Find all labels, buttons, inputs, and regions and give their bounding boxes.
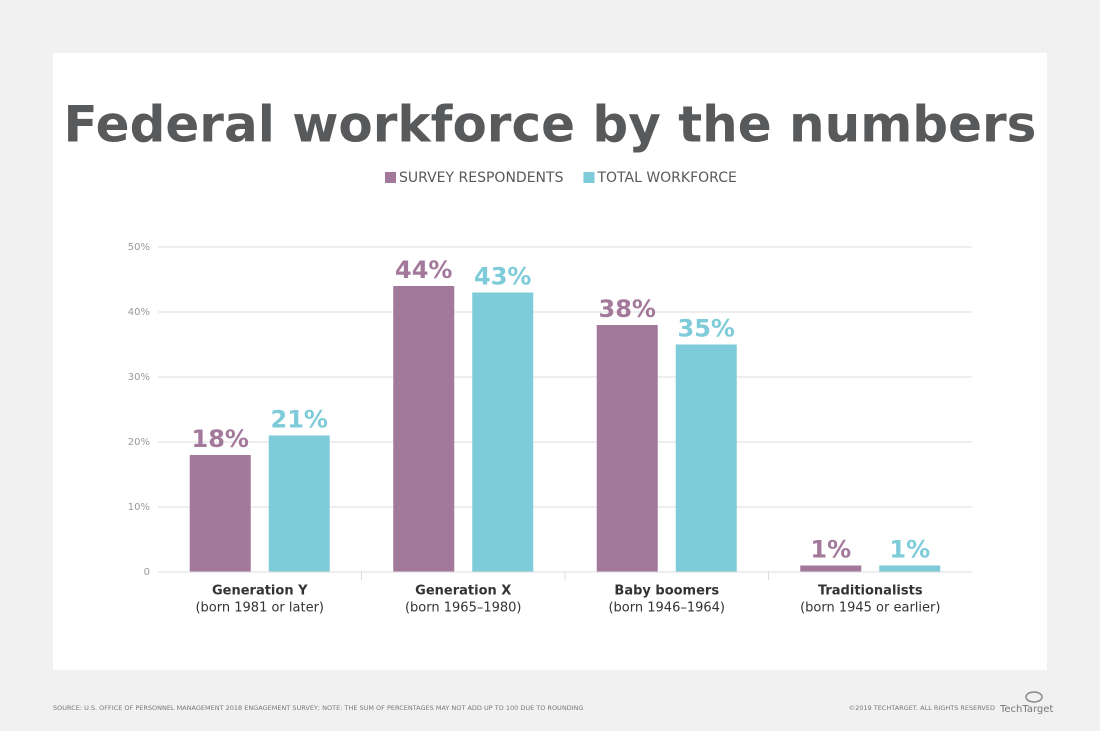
x-tick-label: Generation X: [415, 584, 511, 599]
x-tick-sublabel: (born 1981 or later): [195, 601, 324, 616]
bar: [800, 565, 862, 572]
x-tick-sublabel: (born 1946–1964): [608, 601, 725, 616]
value-label: 1%: [810, 536, 851, 564]
y-tick-label: 50%: [128, 242, 150, 253]
value-label: 35%: [678, 315, 735, 343]
y-tick-label: 40%: [128, 307, 150, 318]
x-tick-sublabel: (born 1965–1980): [405, 601, 522, 616]
legend-swatch: [385, 172, 396, 183]
bar: [393, 286, 455, 572]
copyright: ©2019 TECHTARGET. ALL RIGHTS RESERVED: [849, 704, 995, 712]
source-note: SOURCE: U.S. OFFICE OF PERSONNEL MANAGEM…: [53, 704, 584, 712]
bar: [596, 325, 658, 572]
value-label: 38%: [599, 295, 656, 323]
legend-label: SURVEY RESPONDENTS: [399, 170, 564, 186]
logo-icon: [1025, 691, 1043, 703]
x-tick-label: Baby boomers: [614, 584, 719, 599]
legend-label: TOTAL WORKFORCE: [596, 170, 736, 186]
x-tick-sublabel: (born 1945 or earlier): [800, 601, 940, 616]
value-label: 21%: [271, 406, 328, 434]
logo: TechTarget: [999, 704, 1053, 715]
value-label: 1%: [889, 536, 930, 564]
bar: [675, 344, 737, 572]
y-tick-label: 30%: [128, 372, 150, 383]
bar: [189, 455, 251, 572]
value-label: 18%: [192, 425, 249, 453]
legend-swatch: [583, 172, 595, 183]
value-label: 44%: [395, 256, 452, 284]
y-tick-label: 0: [144, 567, 150, 578]
value-label: 43%: [474, 263, 531, 291]
bar: [472, 292, 534, 572]
chart-title: Federal workforce by the numbers: [64, 96, 1037, 154]
x-tick-label: Generation Y: [212, 584, 308, 599]
bar: [879, 565, 941, 572]
y-tick-label: 20%: [128, 437, 150, 448]
x-tick-label: Traditionalists: [818, 584, 923, 599]
bar: [268, 435, 330, 572]
y-tick-label: 10%: [128, 502, 150, 513]
